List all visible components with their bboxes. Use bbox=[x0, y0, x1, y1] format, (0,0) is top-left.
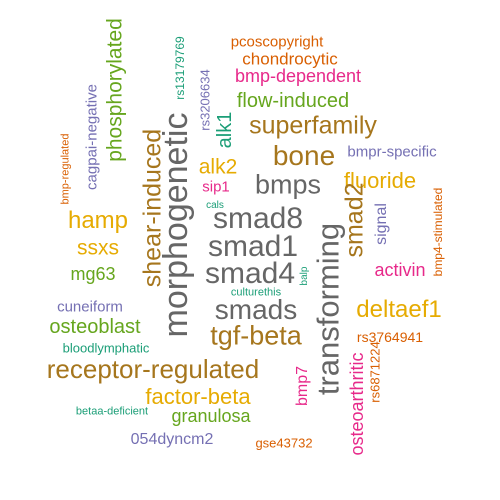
cloud-word: mg63 bbox=[70, 264, 116, 284]
cloud-word: transforming bbox=[310, 222, 346, 396]
cloud-word: smad1 bbox=[207, 230, 299, 263]
cloud-word: factor-beta bbox=[145, 384, 251, 409]
cloud-word: cuneiform bbox=[57, 298, 123, 316]
cloud-word: balp bbox=[299, 266, 310, 286]
cloud-word: chondrocytic bbox=[242, 49, 338, 69]
cloud-word: flow-induced bbox=[236, 90, 350, 112]
cloud-word: granulosa bbox=[171, 406, 251, 426]
cloud-word: rs3206634 bbox=[197, 69, 213, 131]
cloud-word: gse43732 bbox=[255, 435, 313, 451]
cloud-word: culturethis bbox=[230, 286, 282, 299]
cloud-word: bmpr-specific bbox=[347, 143, 437, 161]
cloud-word: rs3764941 bbox=[356, 329, 424, 345]
cloud-word: bmp4-stimulated bbox=[431, 187, 445, 277]
cloud-word: bone bbox=[272, 140, 336, 171]
cloud-word: pcoscopyright bbox=[230, 33, 324, 51]
cloud-word: cals bbox=[206, 200, 224, 211]
cloud-word: ssxs bbox=[77, 236, 119, 260]
cloud-word: alk1 bbox=[214, 111, 236, 149]
cloud-word: rs13179769 bbox=[173, 36, 187, 100]
cloud-word: bmp-dependent bbox=[234, 66, 362, 86]
cloud-word: cagpai-negative bbox=[83, 84, 101, 190]
cloud-word: signal bbox=[373, 203, 390, 245]
cloud-word: smad4 bbox=[204, 257, 296, 290]
cloud-word: rs6871224 bbox=[367, 341, 383, 403]
cloud-word: tgf-beta bbox=[210, 320, 302, 351]
cloud-word: deltaef1 bbox=[356, 296, 442, 323]
cloud-word: alk2 bbox=[198, 155, 238, 179]
cloud-word: bmp-regulated bbox=[59, 133, 72, 205]
cloud-word: bloodlymphatic bbox=[62, 340, 150, 356]
cloud-word: smad8 bbox=[212, 202, 304, 235]
cloud-word: superfamily bbox=[249, 111, 377, 140]
cloud-word: activin bbox=[374, 260, 426, 280]
cloud-word: osteoblast bbox=[49, 316, 141, 338]
cloud-word: smads bbox=[214, 294, 298, 325]
cloud-word: smad2 bbox=[340, 182, 369, 258]
cloud-word: hamp bbox=[67, 207, 129, 234]
cloud-word: sip1 bbox=[202, 178, 230, 196]
cloud-word: bmp7 bbox=[294, 365, 311, 407]
cloud-word: fluoride bbox=[343, 168, 417, 193]
cloud-word: betaa-deficient bbox=[75, 405, 149, 418]
cloud-word: receptor-regulated bbox=[46, 354, 260, 384]
cloud-word: osteoarthritic bbox=[347, 352, 367, 456]
cloud-word: bmps bbox=[254, 169, 322, 200]
cloud-word: 054dyncm2 bbox=[130, 431, 214, 448]
cloud-word: phosphorylated bbox=[103, 18, 127, 162]
cloud-word: shear-induced bbox=[138, 128, 167, 288]
